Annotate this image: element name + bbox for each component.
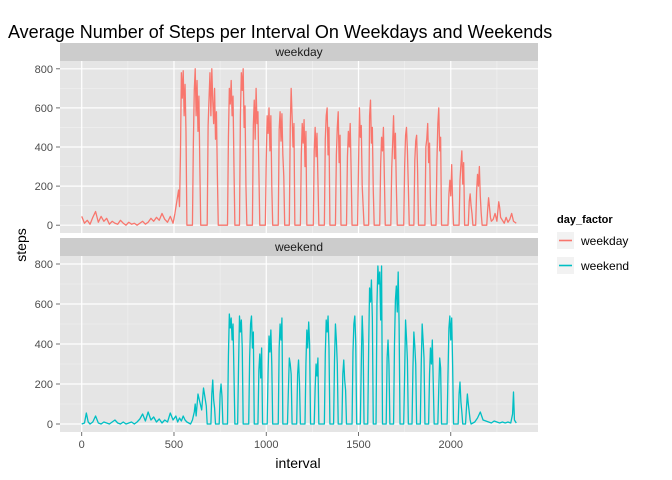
legend-label-weekday: weekday	[580, 234, 628, 248]
y-tick-label: 0	[47, 419, 53, 431]
x-tick-label: 1000	[254, 439, 278, 451]
y-tick-label: 600	[35, 103, 53, 115]
x-tick-label: 500	[165, 439, 183, 451]
facet-strip	[60, 238, 538, 256]
legend-label-weekend: weekend	[580, 259, 629, 273]
panel-weekday: weekday 0 200 400 600 800	[35, 43, 538, 233]
x-tick-label: 2000	[439, 439, 463, 451]
x-tick-label: 0	[79, 439, 85, 451]
y-tick-label: 200	[35, 379, 53, 391]
facet-label: weekday	[274, 45, 322, 59]
y-tick-label: 800	[35, 259, 53, 271]
y-tick-label: 400	[35, 142, 53, 154]
chart-title: Average Number of Steps per Interval On …	[8, 22, 552, 42]
series-line-weekday	[81, 68, 517, 226]
panel-weekend: weekend 0 200 400 600 800 0 500 1000 1500 2000	[35, 238, 538, 451]
x-tick-label: 1500	[346, 439, 370, 451]
legend-title: day_factor	[557, 214, 613, 226]
y-tick-label: 800	[35, 64, 53, 76]
y-axis-title: steps	[13, 228, 29, 261]
facet-strip	[60, 43, 538, 61]
x-axis-title: interval	[275, 455, 320, 471]
y-tick-label: 400	[35, 339, 53, 351]
legend: day_factor weekday weekend	[557, 214, 629, 274]
series-line-weekend	[81, 265, 517, 425]
y-tick-label: 600	[35, 299, 53, 311]
y-tick-label: 200	[35, 181, 53, 193]
y-tick-label: 0	[47, 220, 53, 232]
facet-label: weekend	[274, 240, 323, 254]
